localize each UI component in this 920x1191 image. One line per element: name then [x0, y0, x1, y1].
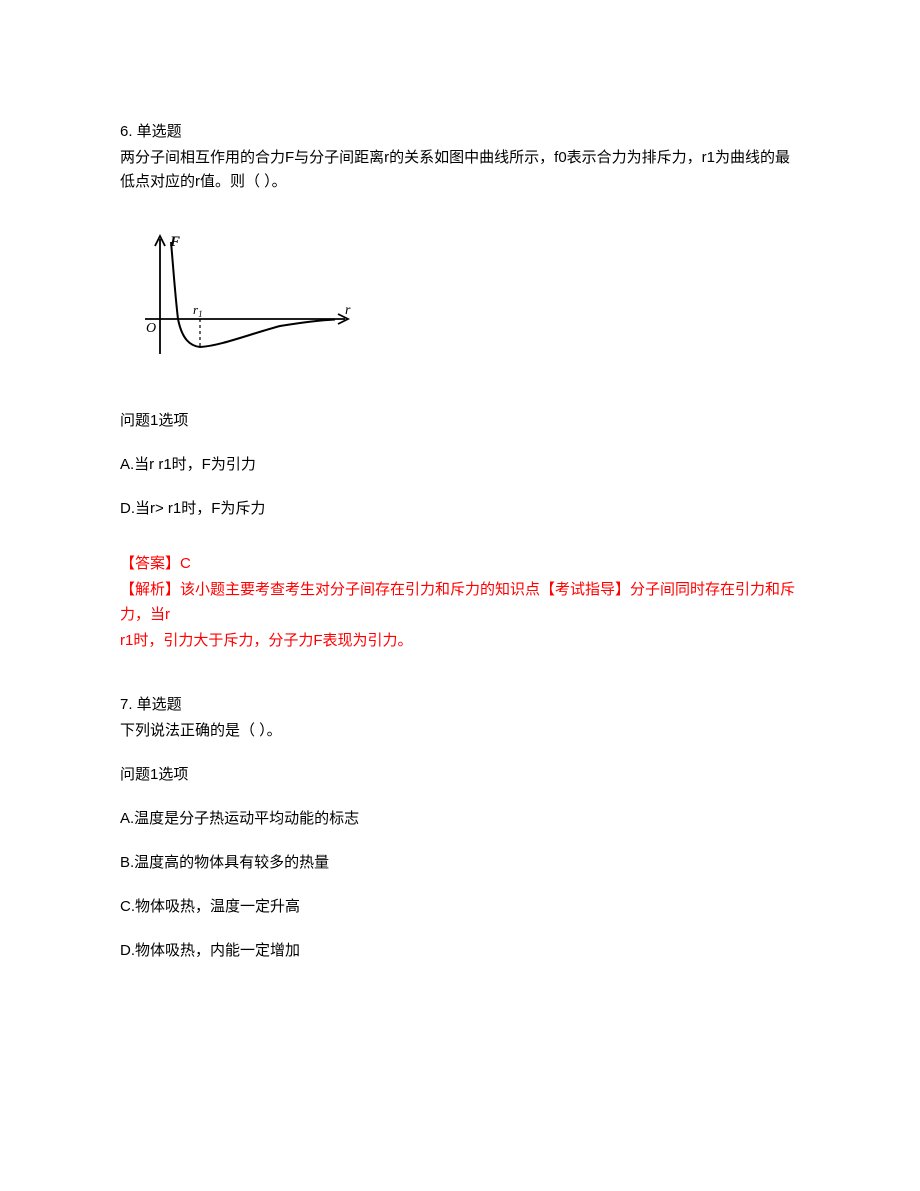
origin-label: O: [146, 321, 156, 336]
q6-option-a: A.当r r1时，F为引力: [120, 453, 800, 477]
q6-section-label: 问题1选项: [120, 409, 800, 433]
force-curve: [171, 242, 335, 347]
q7-option-d: D.物体吸热，内能一定增加: [120, 939, 800, 963]
q6-figure: F r O r1: [130, 224, 800, 379]
r1-tick-label: r1: [193, 302, 203, 319]
q6-block: 6. 单选题 两分子间相互作用的合力F与分子间距离r的关系如图中曲线所示，f0表…: [120, 120, 800, 653]
q7-number: 7. 单选题: [120, 693, 800, 717]
force-distance-graph: F r O r1: [130, 224, 360, 374]
q7-option-c: C.物体吸热，温度一定升高: [120, 895, 800, 919]
y-axis-label: F: [169, 234, 180, 250]
q6-answer-label: 【答案】C: [120, 551, 800, 577]
q7-block: 7. 单选题 下列说法正确的是（ ）。 问题1选项 A.温度是分子热运动平均动能…: [120, 693, 800, 963]
q7-option-b: B.温度高的物体具有较多的热量: [120, 851, 800, 875]
q7-option-a: A.温度是分子热运动平均动能的标志: [120, 807, 800, 831]
x-axis-label: r: [345, 303, 351, 318]
q6-option-d: D.当r> r1时，F为斥力: [120, 497, 800, 521]
q6-answer-explain-1: 【解析】该小题主要考查考生对分子间存在引力和斥力的知识点【考试指导】分子间同时存…: [120, 577, 800, 628]
q6-answer-explain-2: r1时，引力大于斥力，分子力F表现为引力。: [120, 628, 800, 654]
q6-answer-section: 【答案】C 【解析】该小题主要考查考生对分子间存在引力和斥力的知识点【考试指导】…: [120, 551, 800, 653]
q7-section-label: 问题1选项: [120, 763, 800, 787]
q6-text: 两分子间相互作用的合力F与分子间距离r的关系如图中曲线所示，f0表示合力为排斥力…: [120, 146, 800, 194]
q6-number: 6. 单选题: [120, 120, 800, 144]
q7-text: 下列说法正确的是（ ）。: [120, 719, 800, 743]
